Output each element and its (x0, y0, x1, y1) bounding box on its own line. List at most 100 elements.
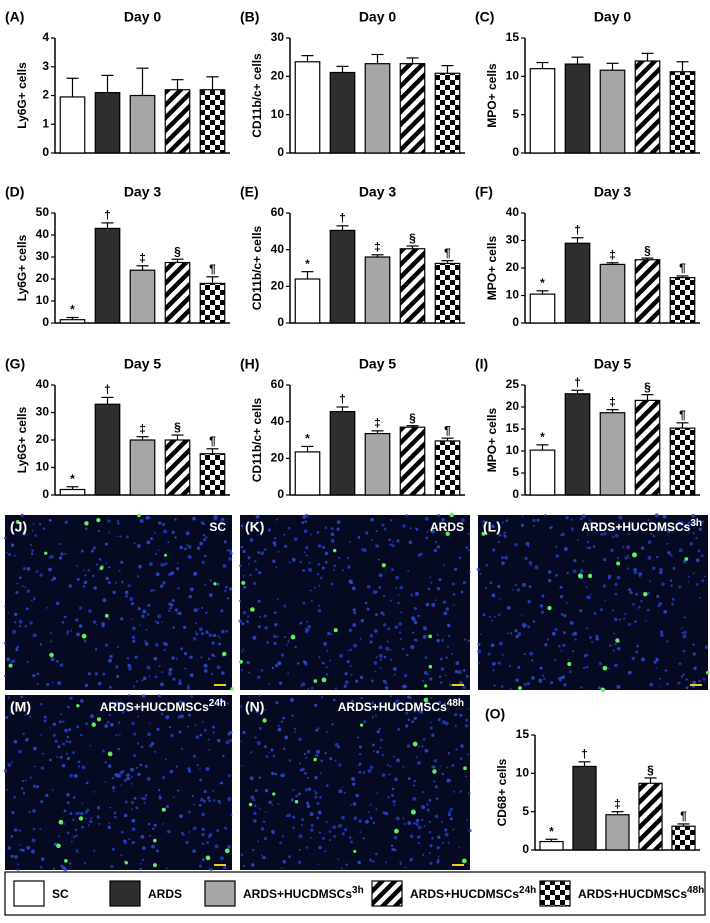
nucleus (131, 808, 133, 811)
nucleus (257, 599, 261, 603)
nucleus (248, 671, 251, 674)
y-axis-label: CD68+ cells (495, 758, 509, 826)
positive-cell (602, 665, 608, 671)
nucleus (105, 576, 109, 581)
y-tick-label: 5 (522, 804, 529, 818)
nucleus (318, 604, 321, 607)
nucleus (285, 814, 289, 818)
nucleus (364, 601, 368, 605)
nucleus (158, 521, 162, 525)
nucleus (242, 611, 247, 615)
positive-cell (518, 686, 522, 690)
y-tick-label: 60 (271, 205, 285, 219)
nucleus (132, 639, 136, 643)
significance-mark: § (644, 243, 651, 257)
y-tick-label: 20 (506, 399, 520, 413)
nucleus (160, 712, 164, 716)
nucleus (92, 574, 95, 578)
legend-sup: 24h (519, 885, 536, 896)
positive-cell (84, 521, 89, 526)
nucleus (449, 807, 454, 811)
nucleus (34, 534, 38, 537)
nucleus (559, 595, 564, 599)
positive-cell (153, 838, 157, 843)
nucleus (422, 738, 426, 741)
nucleus (613, 617, 618, 622)
nucleus (393, 835, 398, 840)
nucleus (341, 832, 345, 836)
nucleus (54, 739, 58, 743)
nucleus (320, 695, 324, 699)
nucleus (685, 678, 688, 681)
nucleus (72, 751, 75, 754)
y-tick-label: 10 (506, 443, 520, 457)
nucleus (338, 556, 341, 559)
nucleus (299, 560, 302, 564)
nucleus (532, 620, 536, 623)
nucleus (683, 630, 687, 635)
nucleus (506, 606, 511, 610)
nucleus (61, 866, 66, 870)
nucleus (287, 640, 290, 643)
bar (669, 71, 696, 154)
nucleus (455, 661, 460, 666)
nucleus (697, 549, 701, 553)
nucleus (402, 684, 407, 689)
bar (564, 393, 591, 496)
nucleus (250, 795, 255, 800)
scale-bar (452, 684, 464, 686)
nucleus (283, 533, 286, 536)
nucleus (447, 623, 451, 628)
nucleus (409, 527, 412, 530)
nucleus (541, 594, 545, 598)
nucleus (378, 727, 381, 730)
nucleus (612, 535, 615, 539)
nucleus (607, 576, 611, 580)
nucleus (366, 584, 371, 589)
nucleus (212, 633, 217, 638)
nucleus (36, 672, 40, 676)
nucleus (563, 631, 566, 634)
nucleus (325, 673, 329, 676)
nucleus (32, 809, 36, 813)
nucleus (330, 582, 334, 586)
positive-cell (222, 651, 227, 657)
nucleus (151, 844, 155, 849)
nucleus (60, 713, 63, 716)
nucleus (585, 627, 588, 630)
nucleus (439, 681, 443, 684)
nucleus (424, 748, 429, 753)
nucleus (184, 704, 187, 706)
nucleus (407, 718, 411, 722)
bar (399, 426, 426, 496)
nucleus (12, 629, 17, 634)
nucleus (39, 865, 43, 869)
nucleus (140, 745, 144, 749)
nucleus (107, 519, 111, 523)
positive-cell (56, 843, 61, 849)
image-label-sup: 48h (447, 698, 464, 709)
nucleus (417, 553, 422, 557)
chart-title: Day 5 (359, 356, 397, 372)
nucleus (139, 862, 142, 865)
nucleus (140, 797, 143, 800)
nucleus (206, 841, 209, 845)
nucleus (417, 709, 421, 713)
nucleus (658, 602, 663, 606)
nucleus (698, 520, 701, 523)
positive-cell (600, 687, 606, 693)
nucleus (160, 682, 164, 687)
nucleus (240, 524, 244, 528)
nucleus (260, 551, 265, 556)
nucleus (187, 725, 190, 728)
nucleus (18, 576, 22, 580)
image-label: ARDS+HUCDMSCs3h (581, 518, 702, 535)
nucleus (205, 536, 208, 539)
nucleus (61, 621, 65, 624)
nucleus (630, 670, 633, 674)
nucleus (180, 700, 185, 705)
nucleus (188, 810, 191, 814)
nucleus (412, 631, 415, 634)
nucleus (242, 549, 246, 554)
significance-mark: ¶ (679, 261, 686, 275)
